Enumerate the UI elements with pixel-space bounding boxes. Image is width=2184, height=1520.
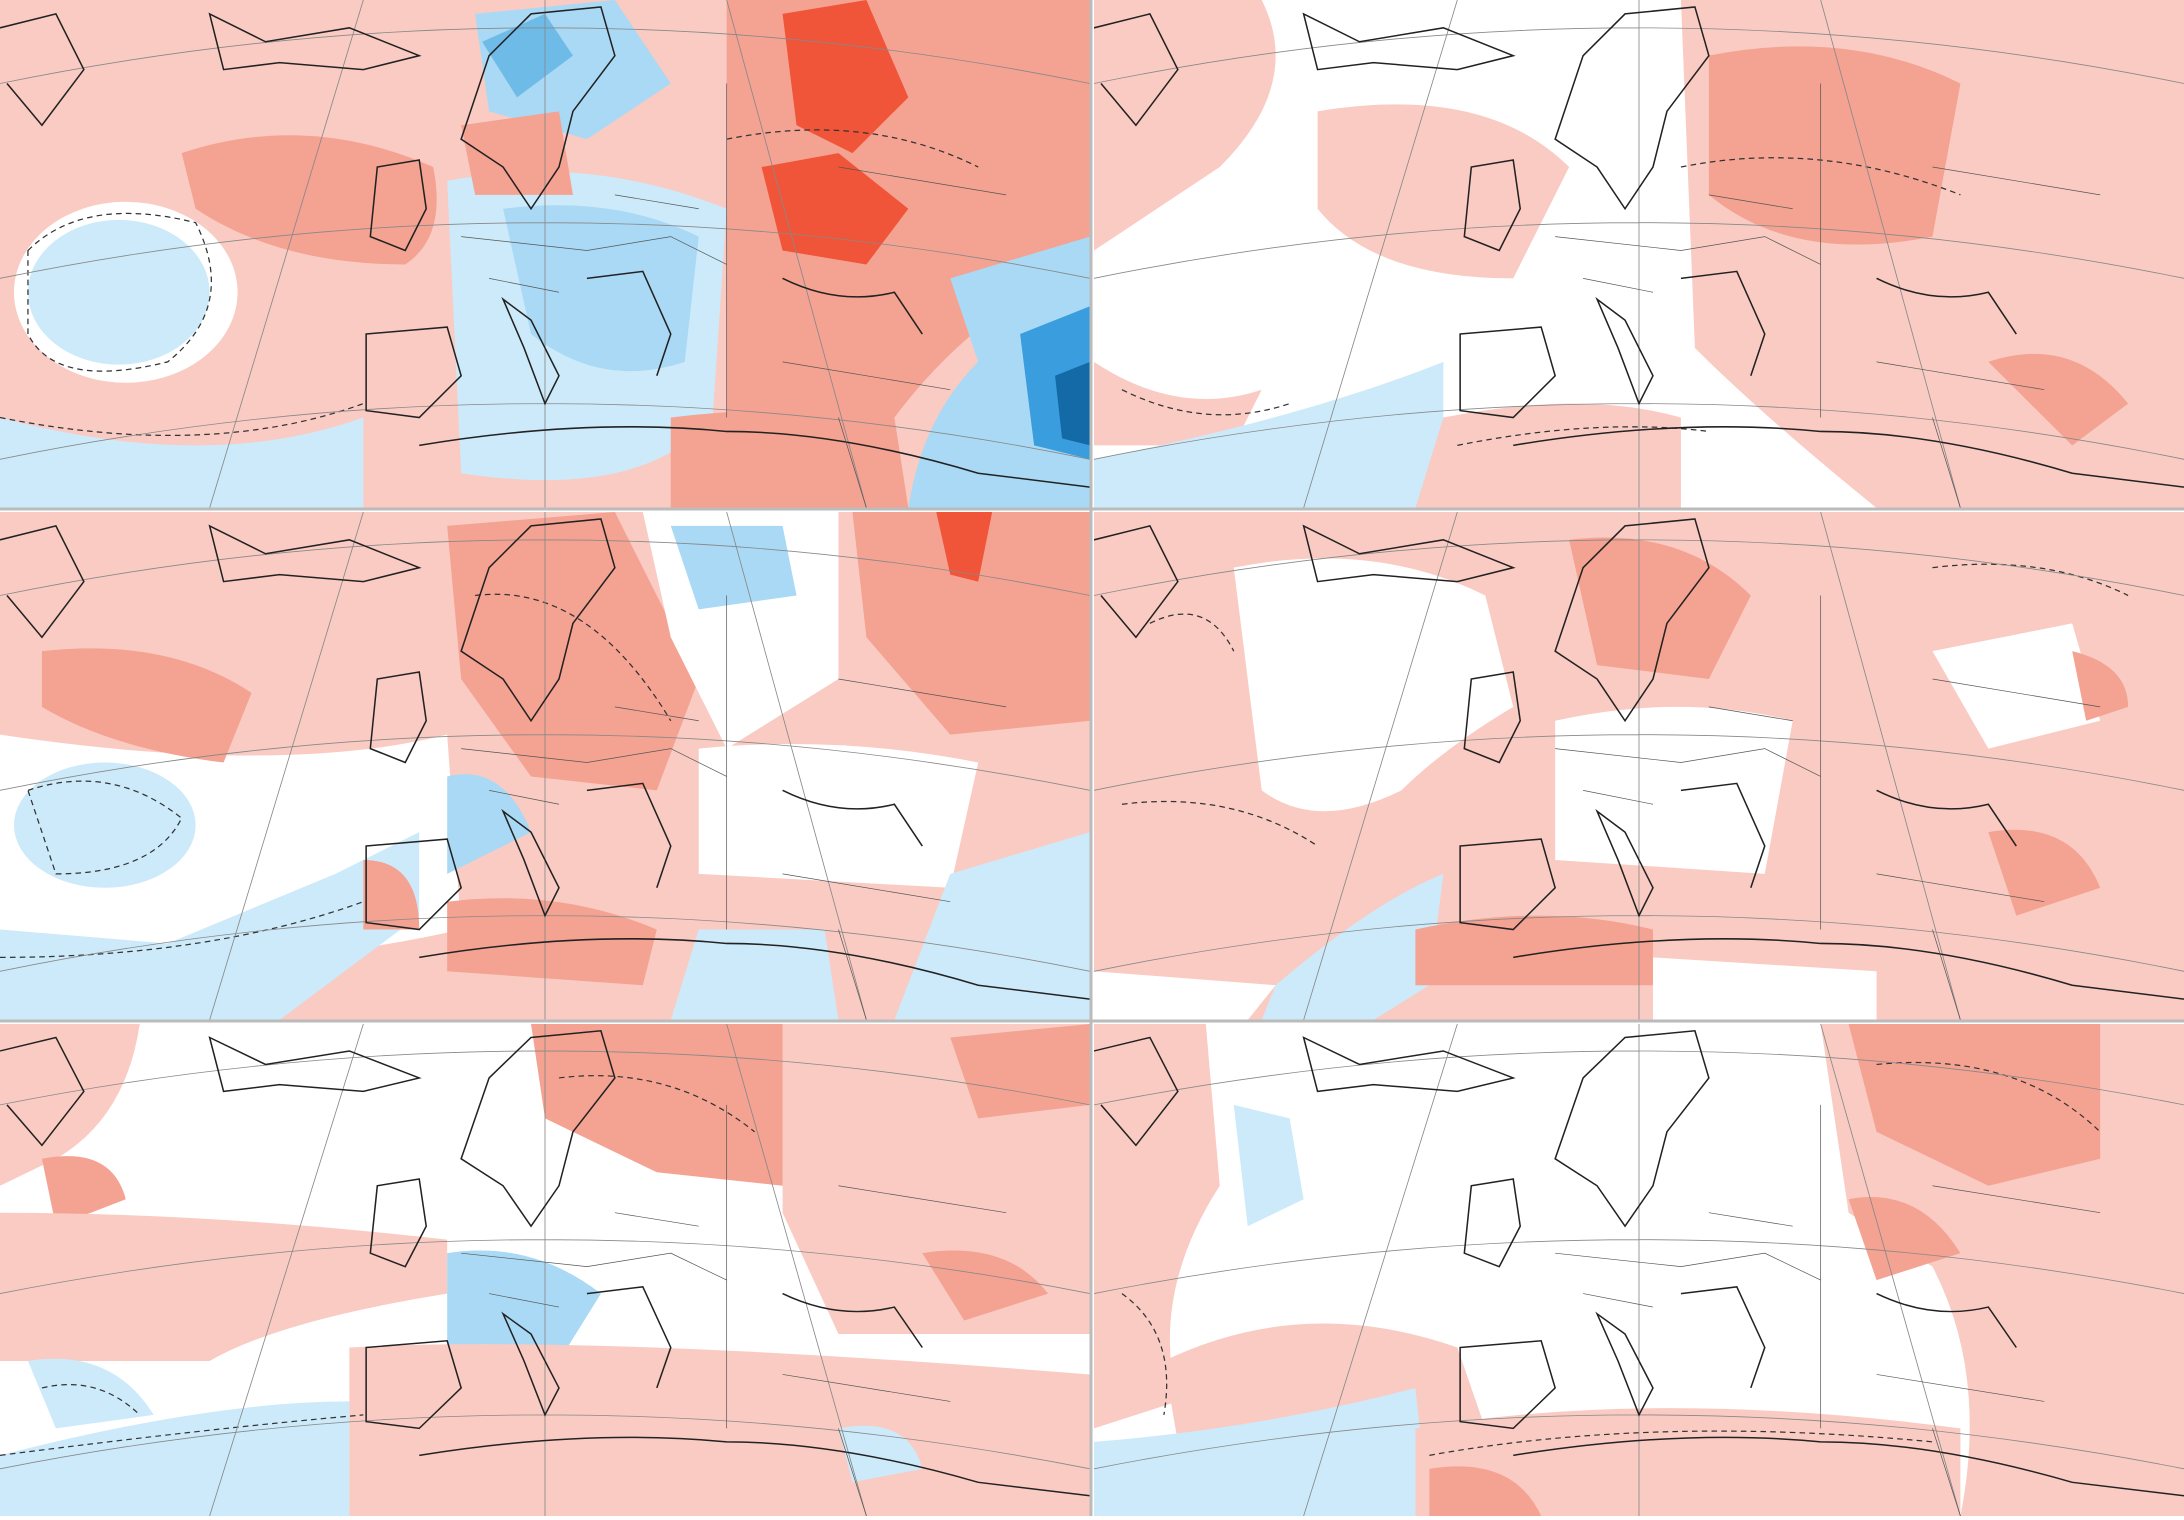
- map-panel: [1094, 1024, 2184, 1516]
- map-panel: [0, 512, 1090, 1020]
- map-panel: [0, 1024, 1090, 1516]
- map-panel: [1094, 0, 2184, 508]
- map-panel: [1094, 512, 2184, 1020]
- map-panel: [0, 0, 1090, 508]
